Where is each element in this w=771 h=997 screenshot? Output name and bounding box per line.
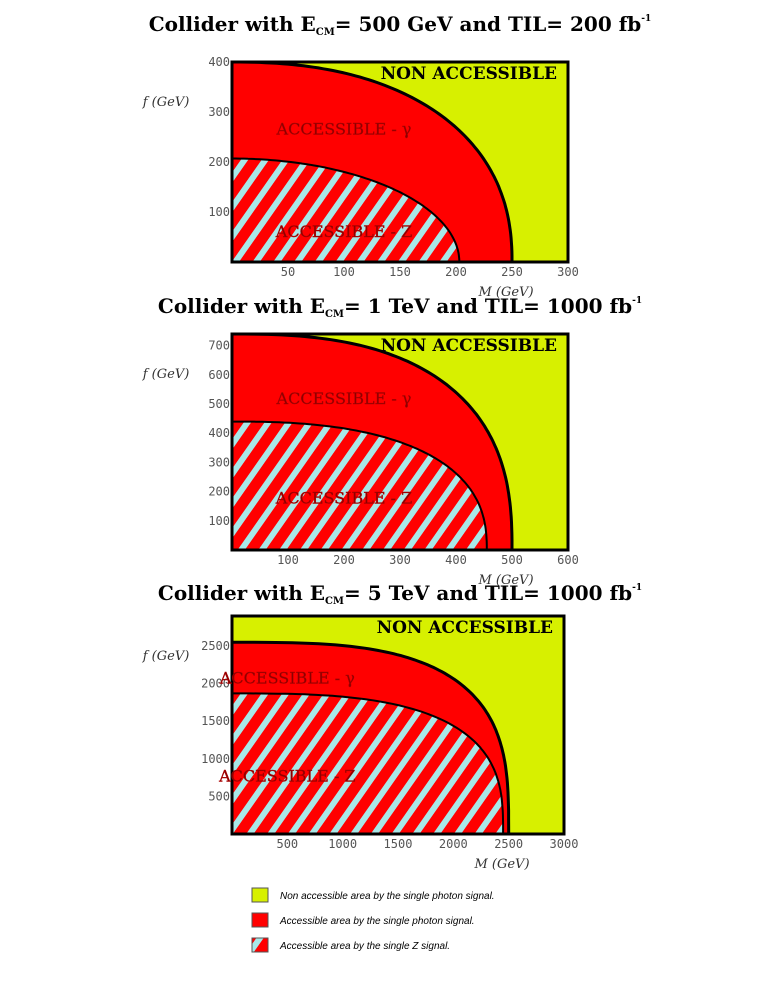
y-tick-label: 200 xyxy=(208,155,230,169)
y-tick-label: 400 xyxy=(208,55,230,69)
y-tick-label: 600 xyxy=(208,368,230,382)
x-tick-label: 200 xyxy=(333,553,355,567)
plot-frame xyxy=(230,332,570,552)
z-boundary-line xyxy=(232,420,488,550)
legend: Non accessible area by the single photon… xyxy=(251,887,495,953)
x-tick-label: 1000 xyxy=(328,837,357,851)
photon-boundary-line xyxy=(232,60,514,262)
legend-label: Accessible area by the single Z signal. xyxy=(279,941,450,952)
chart-title: Collider with ECM= 5 TeV and TIL= 1000 f… xyxy=(158,581,642,607)
title-prefix: Collider with E xyxy=(149,12,316,36)
title-prefix: Collider with E xyxy=(158,294,325,318)
photon-region-label: ACCESSIBLE - γ xyxy=(219,669,355,688)
chart-panels: 50 100 150 200 250 300 100 200 300 400 M (GeV) f (G… xyxy=(142,12,652,872)
chart-panel-2: 100 200 300 400 500 600 100 200 300 400 500 600 700 M… xyxy=(142,294,642,588)
z-boundary-line xyxy=(232,157,461,263)
legend-label: Accessible area by the single photon sig… xyxy=(279,916,475,927)
y-tick-label: 200 xyxy=(208,485,230,499)
x-tick-label: 200 xyxy=(445,265,467,279)
title-superscript: -1 xyxy=(641,14,651,24)
chart-panel-3: 500 1000 1500 2000 2500 3000 500 1000 1500 2000 25… xyxy=(142,581,642,872)
z-region-label: ACCESSIBLE - Z xyxy=(275,222,412,241)
legend-swatch xyxy=(251,937,269,953)
photon-boundary-line xyxy=(232,332,514,550)
x-axis-label: M (GeV) xyxy=(477,285,533,300)
legend-item-non-accessible: Non accessible area by the single photon… xyxy=(251,887,495,903)
x-axis-label: M (GeV) xyxy=(473,857,529,872)
y-tick-label: 400 xyxy=(208,426,230,440)
x-tick-label: 2500 xyxy=(494,837,523,851)
legend-swatch xyxy=(251,912,269,928)
y-tick-label: 100 xyxy=(208,205,230,219)
x-tick-label: 1500 xyxy=(384,837,413,851)
title-main: = 1 TeV and TIL= 1000 fb xyxy=(344,294,632,318)
plot-frame xyxy=(230,614,566,836)
y-axis-label: f (GeV) xyxy=(142,367,190,382)
y-tick-label: 1000 xyxy=(201,752,230,766)
x-axis-label: M (GeV) xyxy=(477,573,533,588)
photon-region-label: ACCESSIBLE - γ xyxy=(276,389,412,408)
y-tick-label: 100 xyxy=(208,514,230,528)
y-tick-label: 2000 xyxy=(201,677,230,691)
legend-item-z: Accessible area by the single Z signal. xyxy=(251,937,450,953)
x-tick-label: 600 xyxy=(557,553,579,567)
legend-item-photon: Accessible area by the single photon sig… xyxy=(251,912,475,928)
x-tick-label: 100 xyxy=(333,265,355,279)
x-tick-label: 50 xyxy=(281,265,295,279)
y-axis-label: f (GeV) xyxy=(142,95,190,110)
title-main: = 5 TeV and TIL= 1000 fb xyxy=(344,581,632,605)
title-subscript: CM xyxy=(325,309,344,320)
y-tick-label: 300 xyxy=(208,105,230,119)
photon-region-label: ACCESSIBLE - γ xyxy=(276,120,412,139)
x-tick-label: 150 xyxy=(389,265,411,279)
x-tick-label: 300 xyxy=(389,553,411,567)
title-superscript: -1 xyxy=(632,296,642,306)
z-accessible-area xyxy=(232,693,504,834)
y-tick-label: 1500 xyxy=(201,714,230,728)
legend-swatch xyxy=(251,887,269,903)
chart-panel-1: 50 100 150 200 250 300 100 200 300 400 M (GeV) f (G… xyxy=(142,12,652,300)
non-accessible-label: NON ACCESSIBLE xyxy=(381,64,557,84)
z-accessible-area xyxy=(232,421,487,550)
non-accessible-label: NON ACCESSIBLE xyxy=(381,336,557,356)
x-tick-label: 300 xyxy=(557,265,579,279)
photon-boundary-line xyxy=(232,640,511,835)
x-tick-label: 100 xyxy=(277,553,299,567)
y-axis-label: f (GeV) xyxy=(142,649,190,664)
chart-title: Collider with ECM= 500 GeV and TIL= 200 … xyxy=(149,12,652,38)
title-prefix: Collider with E xyxy=(158,581,325,605)
chart-title: Collider with ECM= 1 TeV and TIL= 1000 f… xyxy=(158,294,642,320)
z-region-label: ACCESSIBLE - Z xyxy=(275,488,412,507)
x-tick-label: 2000 xyxy=(439,837,468,851)
y-tick-label: 500 xyxy=(208,397,230,411)
y-tick-label: 500 xyxy=(208,789,230,803)
x-tick-label: 500 xyxy=(276,837,298,851)
x-tick-label: 400 xyxy=(445,553,467,567)
plot-frame xyxy=(230,60,570,264)
title-subscript: CM xyxy=(316,27,335,38)
z-boundary-line xyxy=(232,692,505,834)
legend-label: Non accessible area by the single photon… xyxy=(280,891,495,902)
y-tick-label: 300 xyxy=(208,455,230,469)
y-tick-label: 2500 xyxy=(201,639,230,653)
z-region-label: ACCESSIBLE - Z xyxy=(218,766,355,785)
title-superscript: -1 xyxy=(632,583,642,593)
x-tick-label: 250 xyxy=(501,265,523,279)
title-main: = 500 GeV and TIL= 200 fb xyxy=(335,12,642,36)
title-subscript: CM xyxy=(325,596,344,607)
y-tick-label: 700 xyxy=(208,339,230,353)
x-tick-label: 500 xyxy=(501,553,523,567)
non-accessible-label: NON ACCESSIBLE xyxy=(377,618,553,638)
z-accessible-area xyxy=(232,158,460,262)
x-tick-label: 3000 xyxy=(550,837,579,851)
